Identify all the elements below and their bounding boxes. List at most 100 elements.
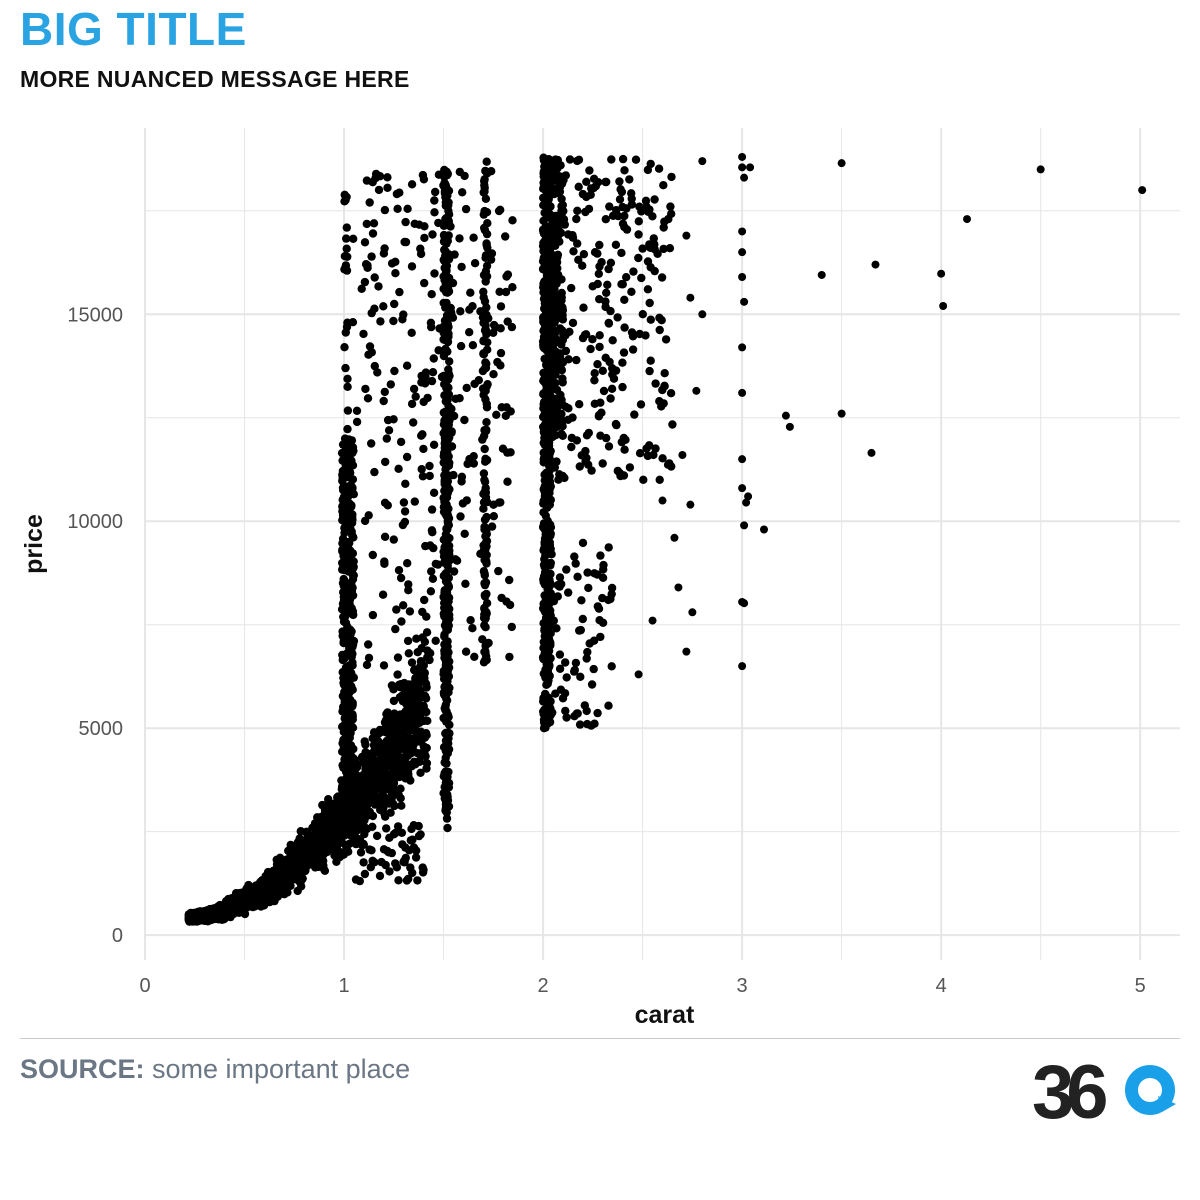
data-point [487, 249, 497, 258]
data-point [508, 283, 517, 292]
data-point [379, 302, 388, 311]
data-point [670, 533, 679, 542]
data-point [601, 215, 610, 224]
data-point [615, 177, 624, 186]
data-point [413, 702, 422, 712]
data-point [480, 426, 489, 435]
data-point [403, 204, 412, 213]
data-point [660, 369, 669, 378]
data-point [343, 374, 352, 383]
y-tick-label: 5000 [79, 718, 124, 740]
data-point [660, 381, 669, 390]
data-point [403, 559, 412, 568]
data-point [539, 265, 548, 274]
data-point [598, 459, 607, 468]
data-point [384, 426, 394, 435]
data-point [602, 177, 611, 187]
data-point [589, 664, 598, 674]
data-point [380, 532, 390, 541]
data-point [236, 899, 246, 909]
data-point [446, 222, 455, 231]
data-point [744, 492, 753, 501]
data-point [620, 166, 629, 175]
data-point [538, 225, 548, 234]
data-point [383, 501, 392, 510]
data-point [581, 207, 590, 217]
data-point [406, 863, 415, 872]
data-point [423, 393, 432, 403]
logo-digits: 36 [1032, 1052, 1106, 1124]
data-point [348, 318, 358, 327]
data-point [631, 155, 641, 164]
data-point [456, 307, 465, 316]
data-point [418, 472, 428, 481]
data-point [498, 444, 508, 453]
data-point [252, 900, 262, 910]
data-point [590, 569, 599, 578]
data-point [568, 413, 577, 422]
data-point [588, 335, 597, 344]
data-point [395, 772, 404, 782]
data-point [273, 859, 283, 868]
data-point [481, 166, 490, 176]
data-point [470, 652, 479, 661]
data-point [312, 828, 321, 837]
data-point [409, 418, 418, 427]
data-point [393, 653, 403, 662]
data-point [540, 166, 550, 175]
data-point [604, 701, 613, 710]
data-point [307, 847, 316, 856]
data-point [686, 293, 695, 302]
data-point [441, 201, 450, 210]
data-point [294, 864, 304, 873]
data-point [402, 361, 412, 370]
data-point [601, 297, 610, 306]
data-point [541, 696, 551, 705]
data-point [449, 411, 459, 421]
data-point [586, 344, 595, 354]
data-point [341, 363, 350, 373]
data-point [364, 511, 373, 520]
data-point [645, 441, 654, 450]
data-point [338, 565, 347, 574]
data-point [441, 279, 450, 289]
data-point [738, 662, 747, 671]
data-point [544, 520, 554, 529]
data-point [614, 211, 623, 221]
data-point [506, 407, 515, 416]
data-point [638, 244, 647, 253]
data-point [661, 335, 671, 344]
data-point [674, 583, 683, 592]
data-point [573, 206, 582, 215]
data-point [341, 526, 350, 535]
data-point [343, 406, 353, 415]
data-point [479, 567, 489, 576]
data-point [359, 858, 368, 867]
data-point [546, 213, 556, 223]
data-point [468, 624, 477, 633]
data-point [545, 472, 554, 481]
data-point [738, 163, 747, 172]
data-point [646, 243, 655, 252]
data-point [544, 569, 553, 579]
data-point [738, 152, 747, 161]
data-point [505, 575, 514, 585]
data-point [275, 878, 284, 888]
data-point [343, 443, 352, 452]
data-point [338, 814, 347, 823]
data-point [386, 380, 395, 389]
data-point [444, 365, 453, 374]
data-point [385, 732, 395, 742]
data-point [483, 380, 492, 389]
data-point [666, 389, 676, 398]
data-point [571, 559, 580, 568]
data-point [541, 673, 550, 682]
data-point [391, 624, 400, 634]
data-point [542, 609, 552, 618]
data-point [551, 241, 560, 250]
data-point [417, 465, 426, 474]
data-point [379, 661, 389, 670]
data-point [657, 273, 667, 282]
data-point [456, 341, 466, 351]
data-point [387, 259, 397, 268]
